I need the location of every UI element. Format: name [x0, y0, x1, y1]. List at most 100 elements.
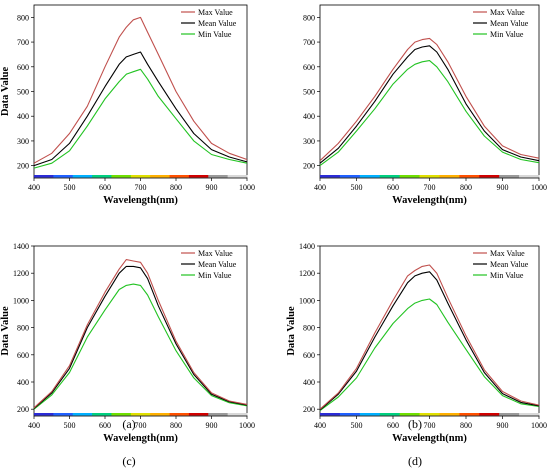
series-line-max	[319, 37, 540, 162]
x-tick-label: 900	[497, 421, 509, 430]
x-tick-label: 600	[99, 421, 111, 430]
series-line-max	[33, 16, 248, 164]
y-axis-label: Data Value	[286, 306, 297, 356]
panel-caption: (b)	[408, 417, 422, 431]
chart-panel-d: 400 500 600 700 800 900 1000 200 400 600 800 1000 12…	[286, 242, 547, 468]
y-axis-label: Data Value	[0, 306, 11, 356]
x-tick-label: 400	[28, 183, 40, 192]
x-tick-label: 1000	[239, 183, 255, 192]
y-axis-label: Data Value	[0, 67, 11, 117]
y-tick-label: 700	[17, 38, 29, 47]
panel-caption: (a)	[122, 417, 135, 431]
y-tick-label: 600	[17, 351, 29, 360]
chart-panel-b: 400 500 600 700 800 900 1000 200 300 400 500 600 700…	[303, 4, 547, 431]
series-line-max	[319, 264, 540, 410]
y-tick-label: 300	[17, 137, 29, 146]
legend-label-mean: Mean Value	[198, 260, 237, 269]
y-tick-label: 400	[17, 112, 29, 121]
y-tick-label: 1400	[299, 242, 315, 251]
y-tick-label: 500	[303, 88, 315, 97]
x-axis-label: Wavelength(nm)	[103, 433, 178, 444]
x-tick-label: 500	[64, 421, 76, 430]
x-tick-label: 600	[387, 183, 399, 192]
y-tick-label: 400	[303, 378, 315, 387]
series-line-min	[33, 283, 248, 410]
x-tick-label: 900	[497, 183, 509, 192]
legend-label-max: Max Value	[198, 8, 233, 17]
legend-label-max: Max Value	[198, 249, 233, 258]
x-tick-label: 800	[460, 421, 472, 430]
spectrum-band	[320, 175, 540, 178]
y-tick-label: 1200	[13, 269, 29, 278]
x-tick-label: 400	[314, 421, 326, 430]
y-tick-label: 1400	[13, 242, 29, 251]
x-tick-label: 500	[351, 183, 363, 192]
y-tick-label: 600	[17, 63, 29, 72]
y-tick-label: 600	[303, 63, 315, 72]
spectrum-band	[320, 413, 540, 416]
series-line-mean	[33, 51, 248, 167]
y-tick-label: 400	[17, 378, 29, 387]
series-line-min	[319, 298, 540, 412]
y-tick-label: 1200	[299, 269, 315, 278]
legend-label-max: Max Value	[490, 8, 525, 17]
legend-label-min: Min Value	[490, 30, 524, 39]
y-tick-label: 1000	[13, 296, 29, 305]
y-tick-label: 200	[303, 405, 315, 414]
y-tick-label: 700	[303, 38, 315, 47]
x-tick-label: 600	[387, 421, 399, 430]
legend-label-mean: Mean Value	[490, 260, 529, 269]
x-tick-label: 1000	[239, 421, 255, 430]
series-line-max	[33, 259, 248, 409]
x-axis-label: Wavelength(nm)	[103, 195, 178, 206]
spectrum-band	[34, 413, 248, 416]
panel-caption: (d)	[408, 454, 422, 468]
x-tick-label: 1000	[531, 421, 547, 430]
x-tick-label: 800	[170, 183, 182, 192]
legend-label-mean: Mean Value	[198, 19, 237, 28]
x-tick-label: 900	[206, 421, 218, 430]
chart-panel-a: 400 500 600 700 800 900 1000 200 300 400 500 600 700…	[0, 4, 255, 431]
x-tick-label: 500	[64, 183, 76, 192]
x-tick-label: 600	[99, 183, 111, 192]
y-tick-label: 200	[17, 405, 29, 414]
x-tick-label: 400	[28, 421, 40, 430]
x-tick-label: 800	[460, 183, 472, 192]
x-tick-label: 700	[424, 421, 436, 430]
series-line-min	[319, 60, 540, 167]
y-tick-label: 800	[17, 324, 29, 333]
x-tick-label: 700	[135, 183, 147, 192]
x-tick-label: 400	[314, 183, 326, 192]
y-tick-label: 800	[303, 324, 315, 333]
legend-label-min: Min Value	[490, 271, 524, 280]
y-tick-label: 200	[17, 162, 29, 171]
series-line-mean	[319, 45, 540, 164]
chart-panel-c: 400 500 600 700 800 900 1000 200 400 600 800 1000 12…	[0, 242, 255, 468]
y-tick-label: 1000	[299, 296, 315, 305]
x-axis-label: Wavelength(nm)	[392, 195, 467, 206]
y-tick-label: 800	[303, 13, 315, 22]
legend-label-max: Max Value	[490, 249, 525, 258]
y-tick-label: 600	[303, 351, 315, 360]
y-tick-label: 800	[17, 13, 29, 22]
plot-frame	[33, 245, 248, 417]
plot-frame	[319, 245, 540, 417]
legend-label-min: Min Value	[198, 30, 232, 39]
y-tick-label: 400	[303, 112, 315, 121]
panel-caption: (c)	[122, 454, 135, 468]
y-tick-label: 200	[303, 162, 315, 171]
x-tick-label: 700	[424, 183, 436, 192]
x-tick-label: 700	[135, 421, 147, 430]
x-tick-label: 1000	[531, 183, 547, 192]
series-line-min	[33, 68, 248, 169]
spectrum-band	[34, 175, 248, 178]
x-tick-label: 900	[206, 183, 218, 192]
y-tick-label: 300	[303, 137, 315, 146]
x-tick-label: 500	[351, 421, 363, 430]
x-axis-label: Wavelength(nm)	[392, 433, 467, 444]
x-tick-label: 800	[170, 421, 182, 430]
legend-label-min: Min Value	[198, 271, 232, 280]
series-line-mean	[33, 265, 248, 409]
series-line-mean	[319, 271, 540, 411]
